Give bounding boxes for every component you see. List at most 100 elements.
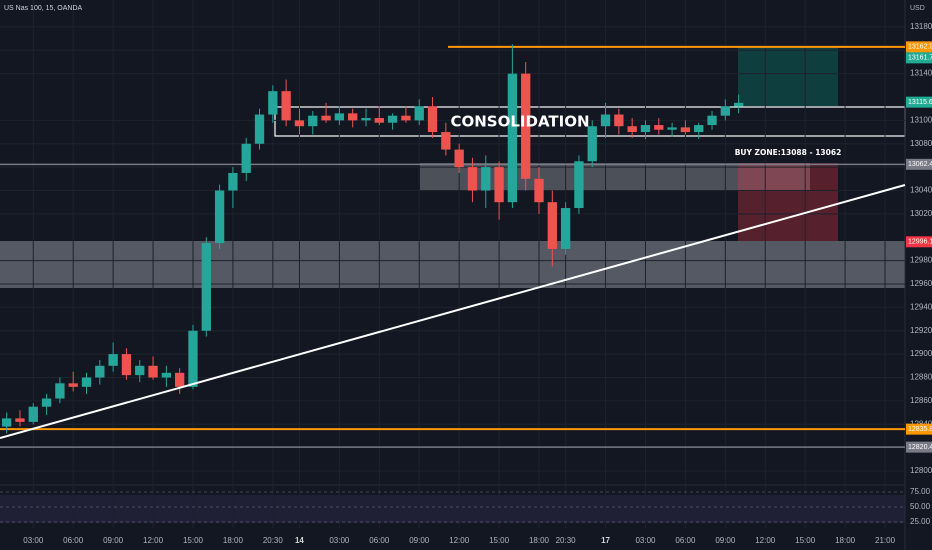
x-tick-label: 09:00 [103,536,124,545]
x-tick-label: 03:00 [329,536,350,545]
candle-body [148,365,158,378]
candle-body [108,354,118,366]
y-tick-label: 12800 [910,466,932,475]
x-tick-label: 14 [295,536,304,545]
price-badge-label: 12820.4 [908,444,932,451]
candle-body [281,91,291,121]
candle-body [441,132,451,150]
candle-body [521,73,531,179]
candle-body [640,125,651,133]
x-tick-label: 18:00 [529,536,550,545]
price-badge [906,96,932,108]
candle-body [321,115,331,121]
x-tick-label: 20:30 [556,536,577,545]
y-tick-label: 13180 [910,22,932,31]
candle-body [494,167,504,203]
x-tick-label: 09:00 [715,536,736,545]
rsi-tick-label: 75.00 [910,487,931,496]
trend-line [0,184,906,439]
candle-body [614,114,624,127]
y-tick-label: 12900 [910,349,932,358]
y-tick-label: 13080 [910,139,932,148]
price-badge-label: 13162.9 [908,44,932,51]
y-tick-label: 12920 [910,326,932,335]
x-tick-label: 12:00 [449,536,470,545]
candle-body [228,172,238,191]
y-tick-label: 12940 [910,302,932,311]
support-zone [0,241,905,288]
y-tick-label: 12960 [910,279,932,288]
candle-body [308,115,318,127]
candle-body [348,113,358,121]
candle-body [268,91,278,115]
price-badge-label: 12835.8 [908,426,932,433]
candle-body [214,190,225,244]
consolidation-label: CONSOLIDATION [450,113,589,131]
candle-body [361,118,371,121]
x-tick-label: 17 [601,536,610,545]
candle-body [241,143,251,173]
candle-body [81,377,92,387]
x-tick-label: 09:00 [409,536,430,545]
price-badge [906,441,932,453]
y-tick-label: 13140 [910,69,932,78]
candle-body [481,167,491,191]
candle-body [600,114,611,127]
candle-body [188,330,198,387]
x-tick-label: 20:30 [263,536,284,545]
y-tick-label: 13020 [910,209,932,218]
price-badge [906,41,932,53]
x-tick-label: 21:00 [875,536,896,545]
candle-body [627,126,637,133]
candle-body [121,354,132,376]
candle-body [507,73,518,203]
candle-body [680,127,691,133]
candle-body [414,106,424,121]
x-tick-label: 12:00 [755,536,776,545]
x-tick-label: 03:00 [635,536,656,545]
rsi-band [0,495,905,523]
candle-body [55,383,65,399]
candle-body [374,118,384,123]
target-zone [738,46,838,106]
candle-body [654,125,664,130]
candle-body [427,106,438,133]
stop-zone [738,163,838,241]
price-badge [906,423,932,435]
candle-body [707,115,717,126]
candle-body [401,115,411,121]
price-badge-label: 13115.6 [908,99,932,106]
x-tick-label: 06:00 [675,536,696,545]
y-tick-label: 12880 [910,373,932,382]
candle-body [95,365,105,378]
candle-body [667,127,677,130]
currency-label: USD [910,5,925,12]
candle-body [1,418,12,427]
candle-body [467,167,478,191]
candle-body [175,372,185,387]
candle-body [387,115,398,123]
candle-body [68,383,78,387]
candle-body [135,365,145,376]
x-tick-label: 15:00 [183,536,204,545]
y-tick-label: 13100 [910,115,932,124]
candle-body [294,120,305,127]
x-tick-label: 15:00 [795,536,816,545]
buy-zone-label: BUY ZONE:13088 - 13062 [735,148,842,157]
y-tick-label: 12980 [910,256,932,265]
price-badge [906,52,932,64]
candle-body [720,106,730,116]
candle-body [534,178,544,203]
rsi-tick-label: 25.00 [910,517,931,526]
symbol-title: US Nas 100, 15, OANDA [4,5,83,12]
x-tick-label: 15:00 [489,536,510,545]
x-tick-label: 03:00 [23,536,44,545]
candle-body [560,208,571,249]
candle-body [334,113,345,121]
candle-body [454,149,464,168]
price-badge-label: 13062.4 [908,161,932,168]
x-tick-label: 18:00 [835,536,856,545]
candle-body [161,372,172,378]
x-tick-label: 18:00 [223,536,244,545]
